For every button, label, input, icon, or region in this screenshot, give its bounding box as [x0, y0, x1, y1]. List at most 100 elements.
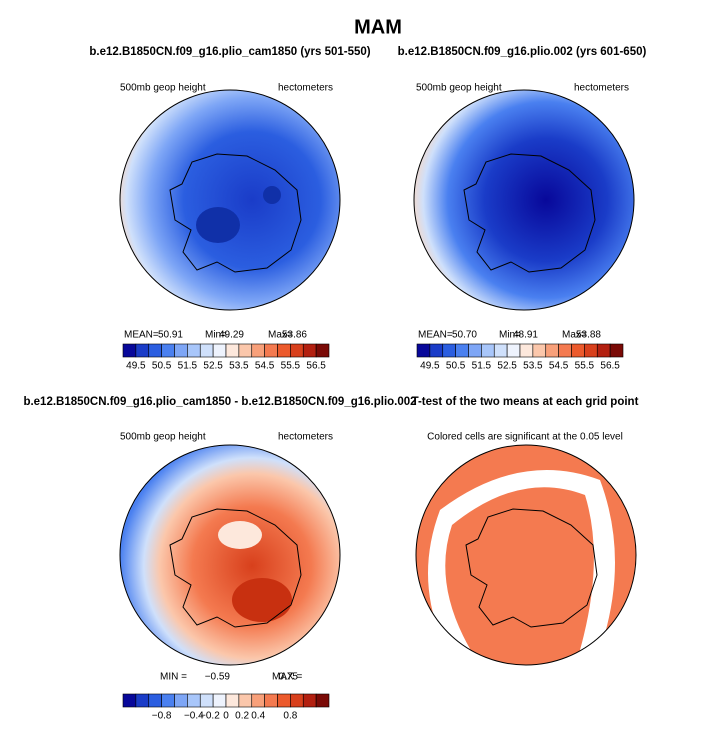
colorbar-label: −0.8: [152, 711, 172, 722]
figure-title: MAM: [354, 16, 402, 38]
colorbar-swatch: [264, 343, 278, 358]
colorbar-swatch: [596, 343, 611, 358]
stat-label: Max=: [562, 330, 587, 341]
stats: MEAN= 50.70 Min=48.91 Max=53.88: [418, 330, 601, 341]
map-field: [120, 445, 340, 665]
right-label: hectometers: [278, 83, 333, 94]
colorbar-label: 55.5: [281, 361, 301, 372]
stat-label: MIN =: [160, 672, 187, 683]
colorbar-swatch: [187, 693, 201, 708]
colorbar-swatch: [302, 693, 317, 708]
map-field: [120, 90, 340, 310]
panel-title: b.e12.B1850CN.f09_g16.plio_cam1850 - b.e…: [23, 396, 416, 408]
left-label: Colored cells are significant at the 0.0…: [427, 432, 623, 443]
map-border: [119, 444, 341, 666]
colorbar-swatch: [302, 343, 317, 358]
colorbar-swatch: [584, 343, 598, 358]
coastline: [169, 508, 302, 628]
colorbar-swatch: [429, 343, 444, 358]
colorbar-label: 0.4: [251, 711, 265, 722]
colorbar-swatch: [442, 343, 456, 358]
colorbar: 49.5 50.5 51.5 52.5 53.5 54.5 55.5 56.5: [416, 343, 624, 372]
colorbar-swatch: [493, 343, 508, 358]
panel-title: b.e12.B1850CN.f09_g16.plio.002 (yrs 601-…: [398, 46, 647, 58]
stat-value: 0.75: [279, 672, 299, 683]
colorbar: 49.5 50.5 51.5 52.5 53.5 54.5 55.5 56.5: [122, 343, 330, 372]
coastline: [465, 508, 598, 628]
colorbar-swatch: [558, 343, 572, 358]
stat-label: Min=: [205, 330, 227, 341]
colorbar-swatch: [468, 343, 482, 358]
left-label: 500mb geop height: [416, 83, 502, 94]
colorbar-swatch: [290, 343, 304, 358]
map-border: [415, 444, 637, 666]
colorbar-label: 52.5: [203, 361, 223, 372]
colorbar-swatch: [187, 343, 201, 358]
map-border: [413, 89, 635, 311]
stats: MIN = −0.59 MAX =0.75: [160, 672, 302, 683]
colorbar-swatch: [277, 343, 291, 358]
colorbar-label: 49.5: [126, 361, 146, 372]
colorbar-swatch: [238, 343, 253, 358]
right-label: hectometers: [278, 432, 333, 443]
panel-title: b.e12.B1850CN.f09_g16.plio_cam1850 (yrs …: [89, 46, 370, 58]
colorbar-label: 0.8: [283, 711, 297, 722]
colorbar-swatch: [251, 693, 265, 708]
right-label: hectometers: [574, 83, 629, 94]
colorbar-swatch: [199, 343, 214, 358]
stat-label: MEAN=: [418, 330, 453, 341]
colorbar-label: −0.2: [200, 711, 220, 722]
map-border: [119, 89, 341, 311]
colorbar-swatch: [315, 343, 330, 358]
colorbar-swatch: [174, 343, 188, 358]
panel-title: T-test of the two means at each grid poi…: [412, 396, 639, 408]
colorbar-label: 54.5: [549, 361, 569, 372]
colorbar-label: 53.5: [523, 361, 543, 372]
colorbar-swatch: [264, 693, 278, 708]
colorbar-swatch: [199, 693, 214, 708]
colorbar-swatch: [225, 693, 240, 708]
colorbar-swatch: [238, 693, 253, 708]
colorbar-swatch: [455, 343, 469, 358]
colorbar-swatch: [571, 343, 585, 358]
stats: MEAN= 50.91 Min=49.29 Max=53.86: [124, 330, 307, 341]
colorbar-swatch: [174, 693, 188, 708]
colorbar-label: 0.2: [235, 711, 249, 722]
stat-label: Max=: [268, 330, 293, 341]
colorbar-swatch: [277, 693, 291, 708]
stat-label: MEAN=: [124, 330, 159, 341]
map-field: [414, 90, 634, 310]
colorbar-swatch: [212, 343, 227, 358]
colorbar-swatch: [545, 343, 559, 358]
coastline: [169, 153, 302, 273]
colorbar-swatch: [481, 343, 495, 358]
stat-value: 48.91: [513, 330, 538, 341]
left-label: 500mb geop height: [120, 432, 206, 443]
stat-label: Min=: [499, 330, 521, 341]
stat-value: 50.91: [158, 330, 183, 341]
colorbar-swatch: [161, 693, 175, 708]
colorbar-label: 49.5: [420, 361, 440, 372]
colorbar-swatch: [519, 343, 534, 358]
colorbar-swatch: [506, 343, 521, 358]
colorbar-swatch: [290, 693, 304, 708]
colorbar: −0.8 −0.4−0.2 0 0.2 0.4 0.8: [122, 693, 330, 722]
colorbar-swatch: [135, 693, 150, 708]
colorbar-swatch: [122, 343, 137, 358]
colorbar-swatch: [161, 343, 175, 358]
colorbar-swatch: [135, 343, 150, 358]
colorbar-swatch: [122, 693, 137, 708]
stat-value: −0.59: [205, 672, 231, 683]
colorbar-swatch: [251, 343, 265, 358]
colorbar-label: 52.5: [497, 361, 517, 372]
colorbar-swatch: [609, 343, 624, 358]
colorbar-label: 55.5: [575, 361, 595, 372]
stat-value: 53.88: [576, 330, 601, 341]
stat-label: MAX =: [272, 672, 302, 683]
colorbar-label: 50.5: [152, 361, 172, 372]
colorbar-swatch: [225, 343, 240, 358]
coastline: [463, 153, 596, 273]
colorbar-label: 51.5: [178, 361, 198, 372]
